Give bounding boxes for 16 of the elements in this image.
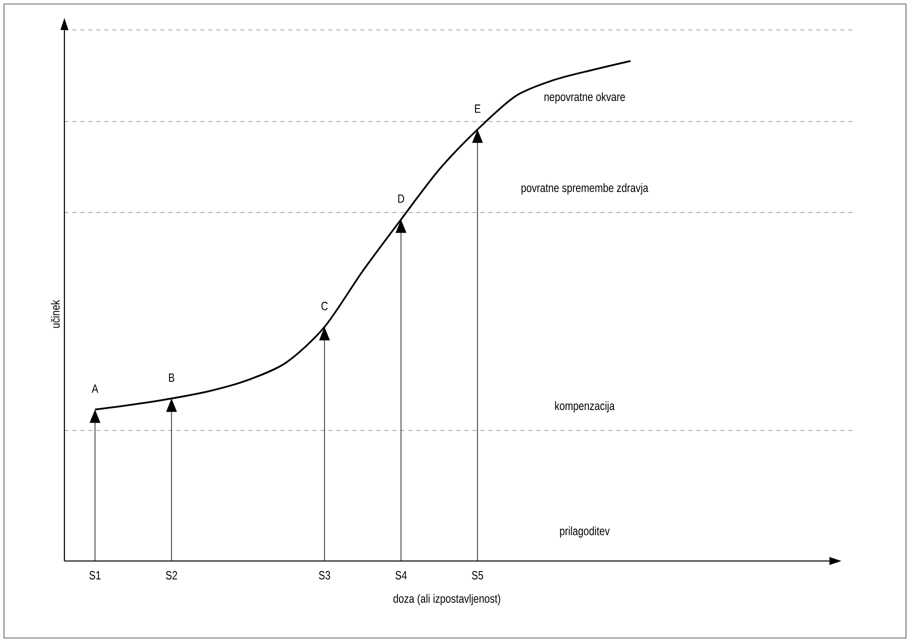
annotation: A <box>92 384 98 393</box>
annotation: D <box>398 194 404 203</box>
annotation: C <box>321 302 328 310</box>
ref-line-label: povratne spremembe zdravja <box>522 183 648 194</box>
ref-line-label: nepovratne okvare <box>544 92 625 104</box>
x-tick-label: S3 <box>318 571 330 580</box>
annotation: prilagoditev <box>560 526 610 538</box>
annotation: B <box>169 374 174 382</box>
ref-line-label: kompenzacija <box>555 401 615 412</box>
x-axis-title: doza (ali izpostavljenost) <box>393 594 500 606</box>
x-tick-label: S4 <box>395 571 407 580</box>
annotation: E <box>475 104 480 113</box>
x-tick-label: S5 <box>472 571 484 580</box>
x-tick-label: S2 <box>166 571 178 580</box>
y-axis-title: učinek <box>50 300 60 328</box>
x-tick-label: S1 <box>89 571 101 580</box>
